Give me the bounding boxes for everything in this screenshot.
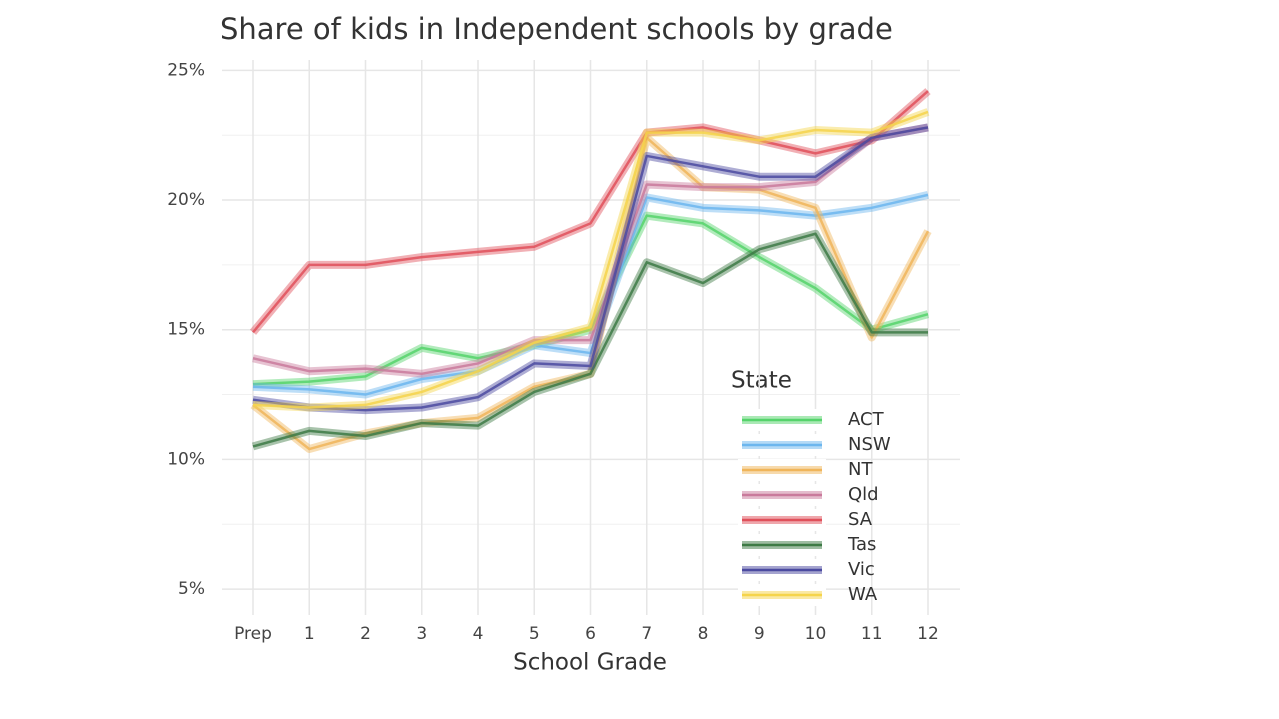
x-tick-label: 7 xyxy=(641,624,652,644)
x-tick-label: 4 xyxy=(473,624,484,644)
legend-title: State xyxy=(731,368,792,394)
grid xyxy=(222,60,960,615)
legend-label: NSW xyxy=(848,434,891,455)
chart-title: Share of kids in Independent schools by … xyxy=(220,12,893,46)
series-line xyxy=(252,214,929,386)
series-line xyxy=(252,232,928,448)
y-tick-label: 25% xyxy=(167,60,205,80)
legend-label: ACT xyxy=(848,409,885,430)
y-tick-label: 5% xyxy=(178,579,205,599)
x-tick-label: 6 xyxy=(585,624,596,644)
x-tick-label: 3 xyxy=(416,624,427,644)
x-tick-label: 11 xyxy=(861,624,883,644)
x-tick-label: 9 xyxy=(754,624,765,644)
legend-label: Qld xyxy=(848,484,879,505)
x-axis-title: School Grade xyxy=(513,650,667,676)
legend-label: WA xyxy=(848,584,878,605)
x-tick-label: 2 xyxy=(360,624,371,644)
legend-label: SA xyxy=(848,509,873,530)
x-tick-label: 10 xyxy=(805,624,827,644)
legend-label: Vic xyxy=(848,559,875,580)
legend-label: NT xyxy=(848,459,873,480)
series-line xyxy=(252,193,929,396)
x-tick-label: 1 xyxy=(304,624,315,644)
x-tick-label: 12 xyxy=(917,624,939,644)
y-tick-label: 20% xyxy=(167,190,205,210)
series-line xyxy=(252,126,929,376)
y-tick-label: 10% xyxy=(167,449,205,469)
series-line xyxy=(252,90,929,334)
series-line xyxy=(252,110,929,409)
x-tick-label: 5 xyxy=(529,624,540,644)
y-tick-label: 15% xyxy=(167,320,205,340)
x-tick-label: Prep xyxy=(234,624,272,644)
x-tick-label: 8 xyxy=(698,624,709,644)
series-line xyxy=(252,126,929,412)
legend-label: Tas xyxy=(847,534,876,555)
